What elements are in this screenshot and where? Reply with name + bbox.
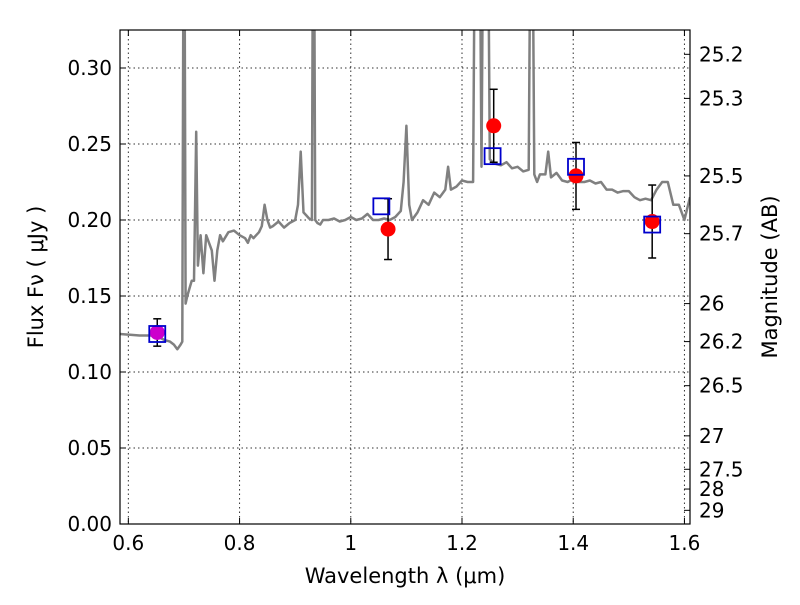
- x-tick-label: 1.2: [446, 531, 478, 555]
- y-tick-label: 0.10: [67, 360, 112, 384]
- y2-tick-label: 28: [699, 477, 724, 501]
- observed-flux-point: [644, 214, 660, 230]
- y-tick-label: 0.05: [67, 436, 112, 460]
- y-tick-label: 0.15: [67, 284, 112, 308]
- y2-axis-label: Magnitude (AB): [758, 195, 782, 358]
- y2-tick-label: 25.5: [699, 164, 744, 188]
- x-tick-label: 1: [344, 531, 357, 555]
- model-flux-point: [372, 197, 391, 216]
- y2-tick-label: 25.3: [699, 86, 744, 110]
- observed-flux-point: [486, 118, 502, 134]
- y2-tick-label: 26.5: [699, 374, 744, 398]
- data-layer: [120, 30, 690, 351]
- model-flux-point: [643, 215, 662, 234]
- model-flux-point: [148, 325, 167, 343]
- observed-flux-point: [149, 324, 165, 340]
- plot-frame: [119, 29, 691, 525]
- x-tick-label: 0.6: [112, 531, 144, 555]
- y2-tick-label: 27.5: [699, 457, 744, 481]
- y2-tick-label: 25.2: [699, 42, 744, 66]
- y-tick-label: 0.25: [67, 132, 112, 156]
- y-tick-label: 0.20: [67, 208, 112, 232]
- y2-tick-label: 26.2: [699, 330, 744, 354]
- y-tick-label: 0.00: [67, 512, 112, 536]
- observed-flux-point: [380, 221, 396, 237]
- y2-tick-label: 26: [699, 292, 724, 316]
- template-spectrum-line: [120, 30, 690, 351]
- ticks-layer: 0.6 0.8 1 1.2 1.4 1.6 0.00 0.05 0.10 0.15 0.20 0.25…: [67, 30, 744, 555]
- y2-tick-label: 27: [699, 424, 724, 448]
- model-flux-point: [567, 157, 585, 176]
- model-flux-point: [483, 147, 502, 166]
- y-tick-label: 0.30: [67, 56, 112, 80]
- grid-layer: [120, 30, 690, 525]
- observed-flux-point: [568, 168, 584, 184]
- x-tick-label: 0.8: [224, 531, 256, 555]
- y-axis-label: Flux Fν ( μJy ): [24, 206, 48, 349]
- y2-tick-label: 25.7: [699, 222, 744, 246]
- y2-tick-label: 29: [699, 498, 724, 522]
- x-axis-label: Wavelength λ (μm): [305, 564, 506, 588]
- x-tick-label: 1.4: [557, 531, 589, 555]
- x-tick-label: 1.6: [669, 531, 701, 555]
